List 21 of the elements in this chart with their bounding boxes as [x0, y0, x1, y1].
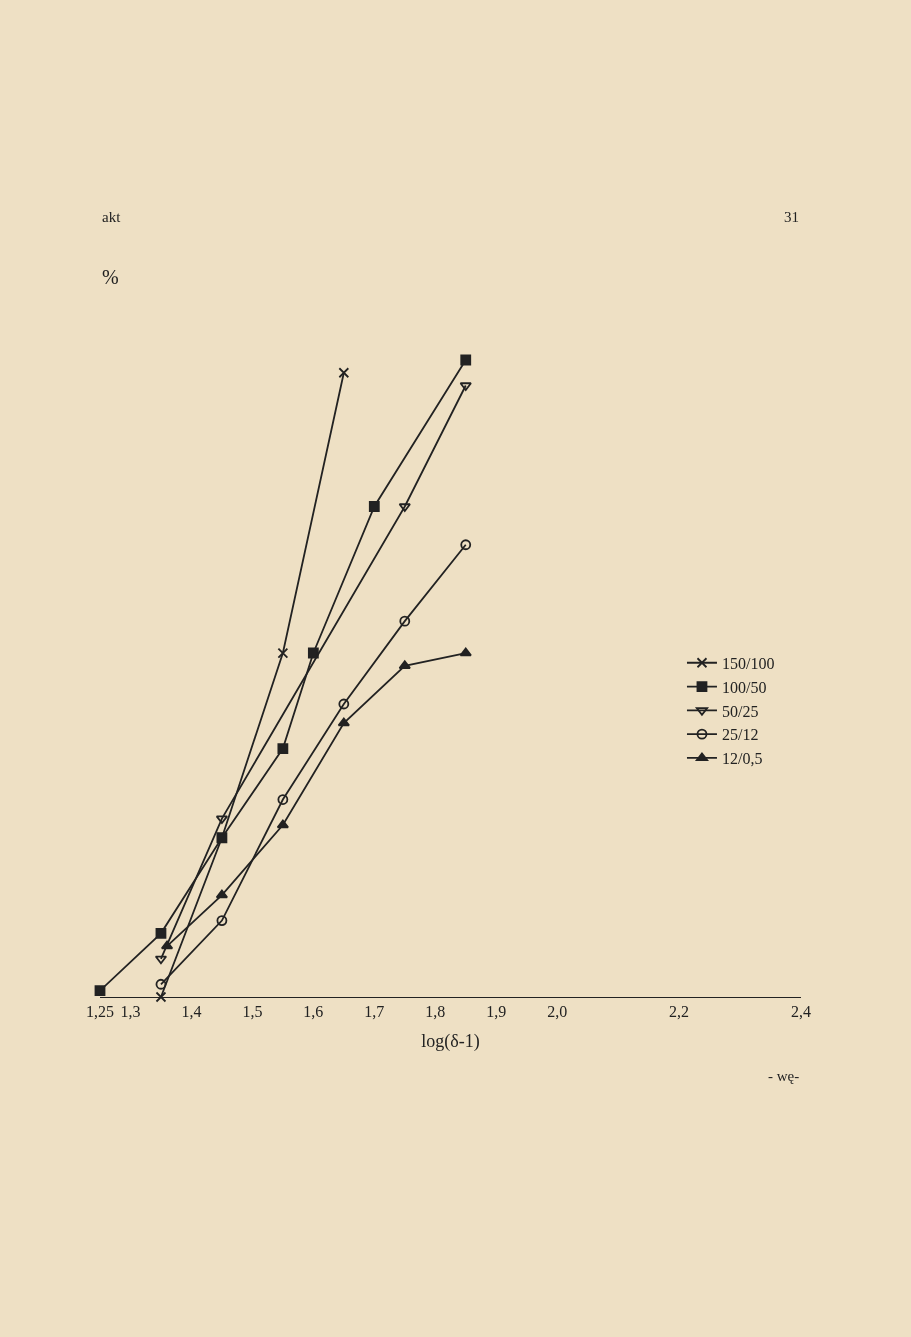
legend-label: 150/100 — [721, 654, 775, 672]
text: akt — [102, 209, 122, 225]
x-tick-label: 2,4 — [791, 1003, 811, 1021]
legend-label: 100/50 — [721, 678, 767, 696]
x-tick-label: 1,6 — [303, 1003, 324, 1021]
x-tick-label: 2,0 — [547, 1003, 568, 1021]
x-tick-label: 1,25 — [86, 1003, 114, 1021]
x-tick-label: 1,4 — [181, 1003, 202, 1021]
x-tick-label: 1,8 — [425, 1003, 446, 1021]
legend-label: 12/0,5 — [721, 750, 763, 768]
legend-label: 25/12 — [721, 726, 759, 744]
x-tick-label: 1,5 — [242, 1003, 263, 1021]
x-tick-label: 2,2 — [669, 1003, 690, 1021]
y-axis-title: % — [102, 266, 119, 288]
x-tick-label: 1,7 — [364, 1003, 385, 1021]
legend-label: 50/25 — [721, 702, 759, 720]
x-tick-label: 1,9 — [486, 1003, 507, 1021]
x-axis-title: log(δ-1) — [421, 1031, 480, 1053]
x-tick-label: 1,3 — [120, 1003, 141, 1021]
text: - wę- — [768, 1068, 800, 1084]
text: 31 — [784, 209, 799, 225]
